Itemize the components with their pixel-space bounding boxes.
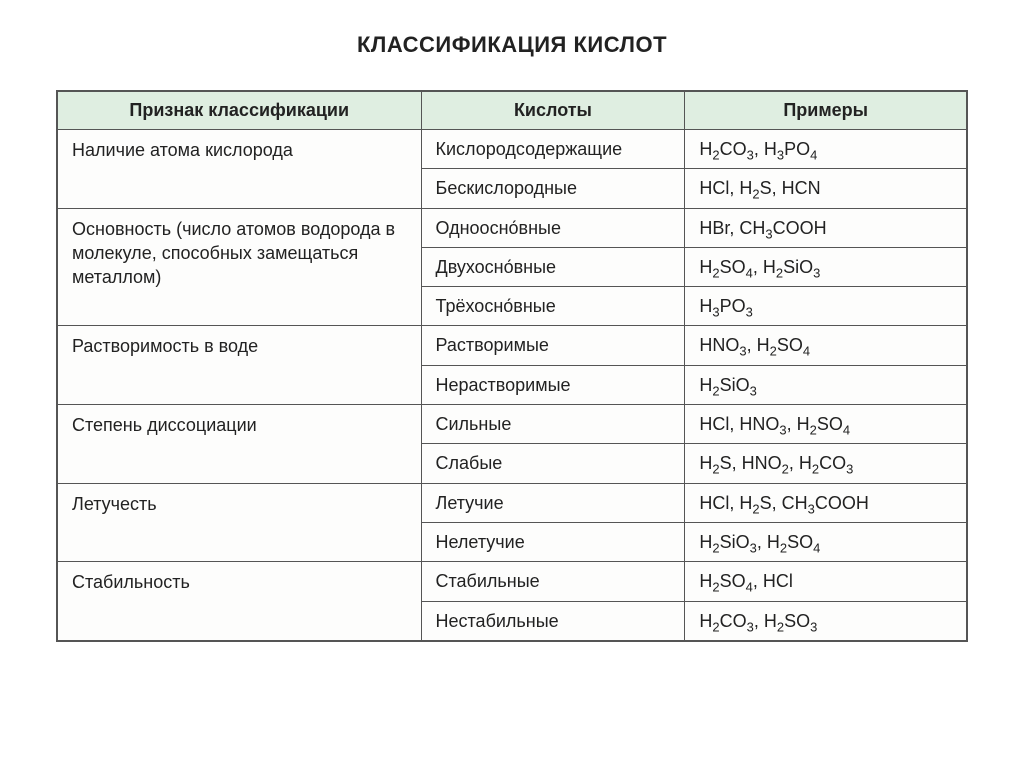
acids-cell: Трёхосно́вные bbox=[421, 287, 685, 326]
page-root: КЛАССИФИКАЦИЯ КИСЛОТ Признак классификац… bbox=[0, 0, 1024, 642]
acids-cell: Летучие bbox=[421, 483, 685, 522]
col-header-examples: Примеры bbox=[685, 91, 967, 130]
acids-cell: Растворимые bbox=[421, 326, 685, 365]
acids-cell: Одноосно́вные bbox=[421, 208, 685, 247]
acids-cell: Нестабильные bbox=[421, 601, 685, 641]
examples-cell: H2SiO3, H2SO4 bbox=[685, 522, 967, 561]
acids-cell: Стабильные bbox=[421, 562, 685, 601]
table-row: Степень диссоциацииСильныеHCl, HNO3, H2S… bbox=[57, 405, 967, 444]
examples-cell: HCl, H2S, HCN bbox=[685, 169, 967, 208]
examples-cell: H2CO3, H3PO4 bbox=[685, 130, 967, 169]
col-header-criterion: Признак классификации bbox=[57, 91, 421, 130]
criterion-cell: Летучесть bbox=[57, 483, 421, 562]
table-row: Растворимость в водеРастворимыеHNO3, H2S… bbox=[57, 326, 967, 365]
examples-cell: H2SO4, H2SiO3 bbox=[685, 247, 967, 286]
table-row: Наличие атома кислородаКислородсодержащи… bbox=[57, 130, 967, 169]
examples-cell: HCl, HNO3, H2SO4 bbox=[685, 405, 967, 444]
examples-cell: H2CO3, H2SO3 bbox=[685, 601, 967, 641]
acids-cell: Бескислородные bbox=[421, 169, 685, 208]
examples-cell: H2SO4, HCl bbox=[685, 562, 967, 601]
criterion-cell: Основность (число атомов водорода в моле… bbox=[57, 208, 421, 326]
examples-cell: H3PO3 bbox=[685, 287, 967, 326]
criterion-cell: Наличие атома кислорода bbox=[57, 130, 421, 209]
acids-cell: Слабые bbox=[421, 444, 685, 483]
page-title: КЛАССИФИКАЦИЯ КИСЛОТ bbox=[0, 32, 1024, 58]
table-header-row: Признак классификации Кислоты Примеры bbox=[57, 91, 967, 130]
criterion-cell: Растворимость в воде bbox=[57, 326, 421, 405]
acids-cell: Двухосно́вные bbox=[421, 247, 685, 286]
criterion-cell: Степень диссоциации bbox=[57, 405, 421, 484]
col-header-acids: Кислоты bbox=[421, 91, 685, 130]
examples-cell: H2S, HNO2, H2CO3 bbox=[685, 444, 967, 483]
table-wrapper: Признак классификации Кислоты Примеры На… bbox=[56, 90, 968, 642]
examples-cell: H2SiO3 bbox=[685, 365, 967, 404]
criterion-cell: Стабильность bbox=[57, 562, 421, 641]
acids-cell: Нелетучие bbox=[421, 522, 685, 561]
table-body: Наличие атома кислородаКислородсодержащи… bbox=[57, 130, 967, 641]
classification-table: Признак классификации Кислоты Примеры На… bbox=[56, 90, 968, 642]
acids-cell: Нерастворимые bbox=[421, 365, 685, 404]
examples-cell: HNO3, H2SO4 bbox=[685, 326, 967, 365]
acids-cell: Кислородсодержащие bbox=[421, 130, 685, 169]
table-row: СтабильностьСтабильныеH2SO4, HCl bbox=[57, 562, 967, 601]
examples-cell: HBr, CH3COOH bbox=[685, 208, 967, 247]
acids-cell: Сильные bbox=[421, 405, 685, 444]
examples-cell: HCl, H2S, CH3COOH bbox=[685, 483, 967, 522]
table-row: ЛетучестьЛетучиеHCl, H2S, CH3COOH bbox=[57, 483, 967, 522]
table-row: Основность (число атомов водорода в моле… bbox=[57, 208, 967, 247]
